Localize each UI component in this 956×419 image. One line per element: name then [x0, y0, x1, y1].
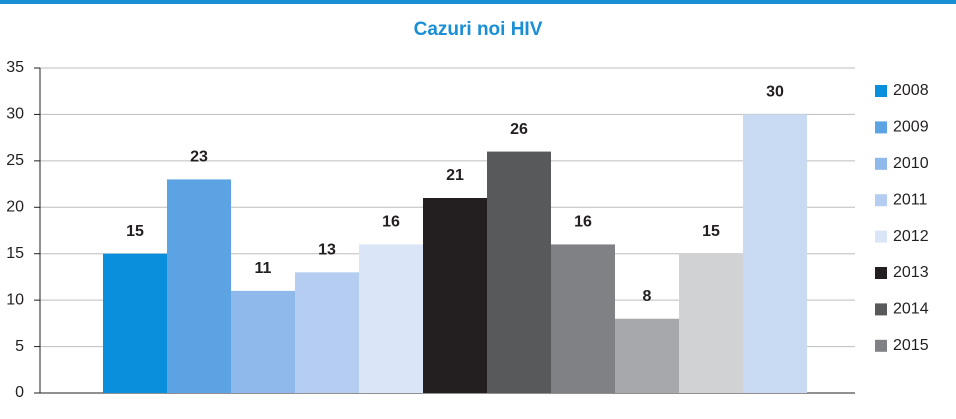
- data-label: 30: [766, 84, 784, 101]
- legend-label: 2009: [893, 119, 929, 136]
- legend-swatch: [875, 267, 887, 279]
- data-label: 23: [190, 149, 208, 166]
- bar: [231, 290, 295, 393]
- data-label: 16: [574, 214, 592, 231]
- data-label: 21: [446, 167, 464, 184]
- legend-label: 2011: [893, 191, 928, 208]
- bar: [615, 318, 679, 393]
- bar: [551, 244, 615, 393]
- bar: [295, 272, 359, 393]
- legend-swatch: [875, 157, 887, 170]
- legend-swatch: [875, 194, 887, 207]
- legend-swatch: [875, 85, 887, 97]
- legend-label: 2013: [893, 264, 929, 281]
- y-tick-label: 5: [15, 338, 24, 355]
- y-tick-label: 10: [6, 291, 24, 308]
- bar: [487, 151, 551, 393]
- legend-label: 2012: [893, 228, 929, 245]
- top-rule: [0, 0, 956, 4]
- legend-label: 2008: [893, 82, 929, 99]
- bar: [359, 244, 423, 393]
- legend-swatch: [875, 303, 887, 316]
- bar: [103, 253, 167, 393]
- legend-swatch: [875, 230, 887, 243]
- data-label: 11: [255, 260, 272, 277]
- bar: [167, 179, 231, 393]
- bar: [743, 114, 807, 393]
- y-tick-label: 35: [6, 59, 24, 76]
- data-label: 15: [702, 223, 720, 240]
- chart-title: Cazuri noi HIV: [414, 19, 543, 40]
- y-tick-label: 25: [6, 152, 24, 169]
- legend-swatch: [875, 339, 887, 352]
- y-tick-label: 15: [6, 245, 24, 262]
- data-label: 13: [318, 242, 336, 259]
- y-tick-label: 0: [15, 384, 24, 401]
- legend-label: 2014: [893, 301, 929, 318]
- data-label: 16: [382, 214, 400, 231]
- y-tick-label: 30: [6, 106, 24, 123]
- data-label: 8: [643, 288, 652, 305]
- legend-label: 2015: [893, 337, 929, 354]
- bar: [679, 253, 743, 393]
- y-tick-label: 20: [6, 199, 24, 216]
- legend-swatch: [875, 121, 887, 134]
- data-label: 15: [126, 223, 144, 240]
- data-label: 26: [510, 121, 528, 138]
- bar: [423, 198, 487, 393]
- legend-label: 2010: [893, 155, 929, 172]
